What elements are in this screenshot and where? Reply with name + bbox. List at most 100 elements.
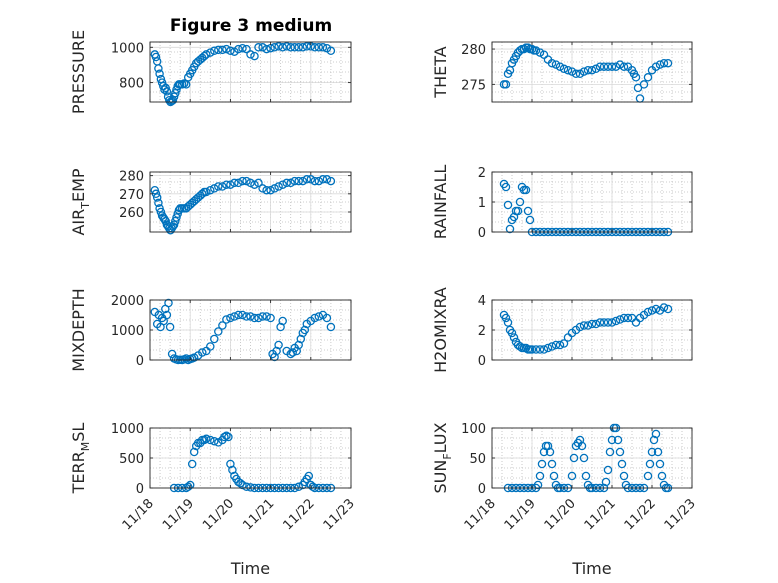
x-tick-label: 11/20	[200, 496, 237, 533]
y-tick-label: 260	[119, 206, 144, 221]
data-point	[185, 480, 195, 490]
axes-box	[491, 41, 693, 103]
data-point	[210, 334, 219, 344]
data-point	[663, 58, 673, 68]
data-point	[234, 44, 243, 54]
data-point	[611, 316, 621, 326]
y-axis-label: MIXDEPTH	[69, 288, 88, 371]
data-point	[274, 340, 283, 350]
y-tick-label: 50	[469, 452, 486, 467]
data-point	[160, 85, 169, 94]
data-point	[527, 44, 537, 54]
plot-terr-msl: 1000 500 0 TERRMSL 11/18 11/19 11/20 11/21 11/22…	[69, 422, 358, 578]
y-tick-label: 100	[461, 422, 486, 437]
data-point	[242, 176, 251, 186]
data-point	[521, 185, 531, 195]
y-axis-label: THETA	[431, 46, 450, 98]
data-point	[236, 478, 245, 488]
data-point	[302, 175, 312, 184]
y-tick-label: 0	[136, 354, 144, 369]
data-point	[581, 471, 591, 481]
data-point	[547, 342, 557, 351]
data-point	[659, 303, 669, 312]
data-point	[513, 206, 523, 216]
data-point	[168, 222, 178, 231]
y-tick-label: 1000	[111, 324, 144, 339]
data-point	[575, 322, 585, 332]
data-point	[246, 483, 255, 492]
data-point	[643, 73, 653, 82]
data-point	[152, 193, 162, 202]
data-point	[501, 80, 511, 89]
data-point	[326, 176, 336, 186]
data-point	[555, 340, 565, 350]
plot-theta: 280 275 THETA	[431, 41, 693, 103]
data-point	[171, 216, 180, 226]
data-point	[270, 43, 279, 52]
data-point	[304, 471, 314, 481]
x-tick-label: 11/22	[622, 496, 659, 533]
plot-h2omixra: 4 2 0 H2OMIXRA	[431, 287, 693, 373]
data-point	[318, 175, 328, 184]
data-point	[326, 322, 336, 332]
data-point	[643, 471, 653, 481]
data-point	[545, 447, 555, 457]
data-point	[535, 48, 545, 57]
data-point	[210, 184, 219, 193]
data-point	[165, 322, 175, 332]
data-point	[226, 180, 235, 189]
data-point	[647, 306, 657, 315]
plot-sun-flux: 100 50 0 SUNFLUX 11/18 11/19 11/20 11/21 11/22 11…	[431, 422, 699, 578]
data-point	[298, 43, 308, 52]
x-tick-label: 11/18	[120, 496, 157, 533]
data-point	[266, 185, 275, 195]
data-point	[150, 185, 160, 195]
data-point	[254, 178, 263, 188]
data-point	[218, 45, 227, 55]
data-point	[595, 318, 605, 327]
data-point	[254, 313, 263, 323]
data-point	[555, 62, 565, 71]
plot-air-temp: 280 270 260 AIRTEMP	[69, 168, 352, 236]
data-point	[202, 187, 211, 197]
data-point	[198, 189, 207, 199]
y-tick-label: 2	[478, 324, 486, 339]
data-point	[645, 459, 655, 469]
data-point	[505, 224, 515, 234]
y-tick-label: 500	[119, 452, 144, 467]
data-point	[559, 339, 569, 348]
data-point	[214, 182, 223, 191]
data-point	[651, 429, 661, 439]
data-point	[515, 197, 525, 207]
data-point	[246, 50, 255, 59]
data-point	[162, 87, 172, 96]
data-point	[154, 198, 163, 208]
data-point	[591, 319, 601, 329]
data-point	[294, 43, 303, 52]
data-point	[613, 435, 623, 445]
data-point	[599, 318, 609, 327]
y-tick-label: 0	[478, 226, 486, 241]
data-point	[591, 64, 601, 74]
data-point	[310, 176, 320, 186]
data-point	[154, 64, 163, 73]
data-point	[619, 471, 629, 481]
data-point	[657, 471, 667, 481]
y-tick-label: 800	[119, 77, 144, 92]
data-point	[155, 69, 164, 79]
data-point	[501, 182, 511, 192]
data-point	[222, 44, 231, 54]
data-point	[619, 62, 629, 71]
data-point	[210, 46, 219, 56]
x-tick-label: 11/19	[502, 496, 539, 533]
data-point	[206, 342, 215, 351]
data-point	[290, 43, 299, 52]
data-point	[531, 46, 541, 55]
data-point	[294, 176, 303, 186]
data-point	[214, 45, 223, 55]
data-point	[607, 318, 617, 327]
data-point	[286, 178, 295, 188]
data-point	[515, 342, 525, 351]
plot-mixdepth: 2000 1000 0 MIXDEPTH	[69, 288, 352, 372]
